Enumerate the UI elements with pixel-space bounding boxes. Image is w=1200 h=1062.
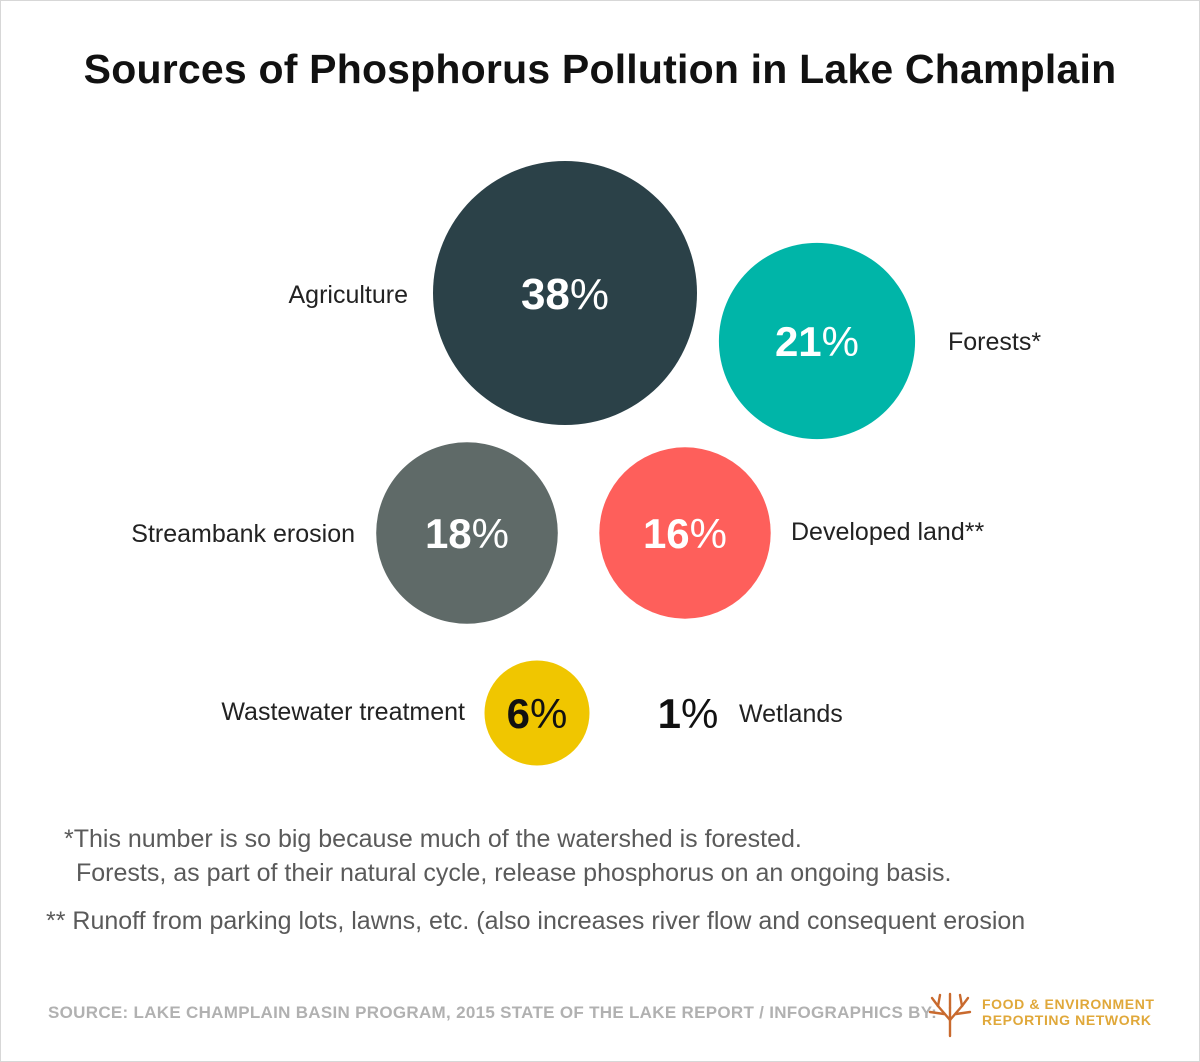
footnote-forests-line2: Forests, as part of their natural cycle,… bbox=[76, 859, 952, 887]
logo-wordmark: FOOD & ENVIRONMENT REPORTING NETWORK bbox=[982, 996, 1155, 1028]
source-credit: SOURCE: LAKE CHAMPLAIN BASIN PROGRAM, 20… bbox=[48, 1003, 938, 1022]
bubble-developed-land bbox=[599, 447, 771, 619]
category-label-agriculture: Agriculture bbox=[289, 281, 409, 309]
value-label-streambank-erosion: 18% bbox=[425, 510, 509, 557]
logo-line-1: FOOD & ENVIRONMENT bbox=[982, 996, 1155, 1012]
category-label-wetlands: Wetlands bbox=[739, 700, 843, 728]
value-label-wastewater-treatment: 6% bbox=[507, 690, 568, 737]
bubble-streambank-erosion bbox=[376, 442, 558, 624]
category-label-streambank-erosion: Streambank erosion bbox=[131, 520, 355, 548]
value-label-forests: 21% bbox=[775, 318, 859, 365]
logo-line-2: REPORTING NETWORK bbox=[982, 1012, 1152, 1028]
value-label-agriculture: 38% bbox=[521, 270, 609, 319]
tree-logo-icon bbox=[928, 992, 972, 1038]
bubble-wastewater-treatment bbox=[484, 660, 590, 766]
category-label-developed-land: Developed land** bbox=[791, 518, 984, 546]
value-label-wetlands: 1% bbox=[658, 690, 719, 737]
chart-title: Sources of Phosphorus Pollution in Lake … bbox=[83, 46, 1117, 92]
footnote-forests-line1: *This number is so big because much of t… bbox=[64, 825, 802, 853]
bubble-forests bbox=[718, 242, 916, 440]
footnote-developed: ** Runoff from parking lots, lawns, etc.… bbox=[46, 907, 1026, 935]
bubble-agriculture bbox=[433, 161, 697, 425]
category-label-wastewater-treatment: Wastewater treatment bbox=[221, 698, 465, 726]
value-label-developed-land: 16% bbox=[643, 510, 727, 557]
category-label-forests: Forests* bbox=[948, 328, 1041, 356]
